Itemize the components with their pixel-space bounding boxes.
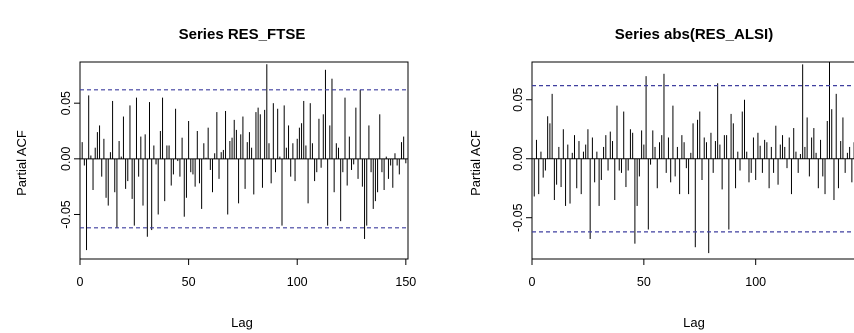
plot-box bbox=[79, 61, 409, 260]
confidence-bounds bbox=[532, 84, 854, 233]
confidence-bounds bbox=[80, 89, 408, 229]
plot-box bbox=[531, 61, 854, 260]
bars-group bbox=[533, 62, 854, 254]
y-tick-label: 0.05 bbox=[59, 91, 73, 115]
y-axis-ticks: -0.05 0.00 0.05 bbox=[59, 91, 80, 229]
y-axis-label: Partial ACF bbox=[14, 130, 29, 196]
x-axis-label: Lag bbox=[231, 315, 253, 330]
x-tick-label: 100 bbox=[745, 275, 766, 289]
y-tick-label: 0.00 bbox=[59, 147, 73, 171]
alsi-pacf-panel: Series abs(RES_ALSI) Partial ACF Lag 0 50… bbox=[468, 26, 854, 330]
x-tick-label: 0 bbox=[529, 275, 536, 289]
x-tick-label: 0 bbox=[77, 275, 84, 289]
y-axis-label: Partial ACF bbox=[468, 130, 483, 196]
y-tick-label: 0.00 bbox=[511, 147, 525, 171]
x-tick-label: 50 bbox=[637, 275, 651, 289]
x-tick-label: 150 bbox=[395, 275, 416, 289]
y-tick-label: 0.05 bbox=[511, 88, 525, 112]
chart-title: Series abs(RES_ALSI) bbox=[615, 26, 773, 43]
bars-group bbox=[81, 64, 407, 251]
y-axis-ticks: -0.05 0.00 0.05 bbox=[511, 88, 532, 232]
x-tick-label: 50 bbox=[182, 275, 196, 289]
x-axis-ticks: 0 50 100 150 bbox=[77, 259, 416, 289]
y-tick-label: -0.05 bbox=[511, 203, 525, 232]
y-tick-label: -0.05 bbox=[59, 200, 73, 229]
x-tick-label: 100 bbox=[287, 275, 308, 289]
chart-title: Series RES_FTSE bbox=[179, 26, 306, 43]
x-axis-label: Lag bbox=[683, 315, 705, 330]
ftse-pacf-panel: Series RES_FTSE Partial ACF Lag 0 50 100 15… bbox=[14, 26, 416, 330]
